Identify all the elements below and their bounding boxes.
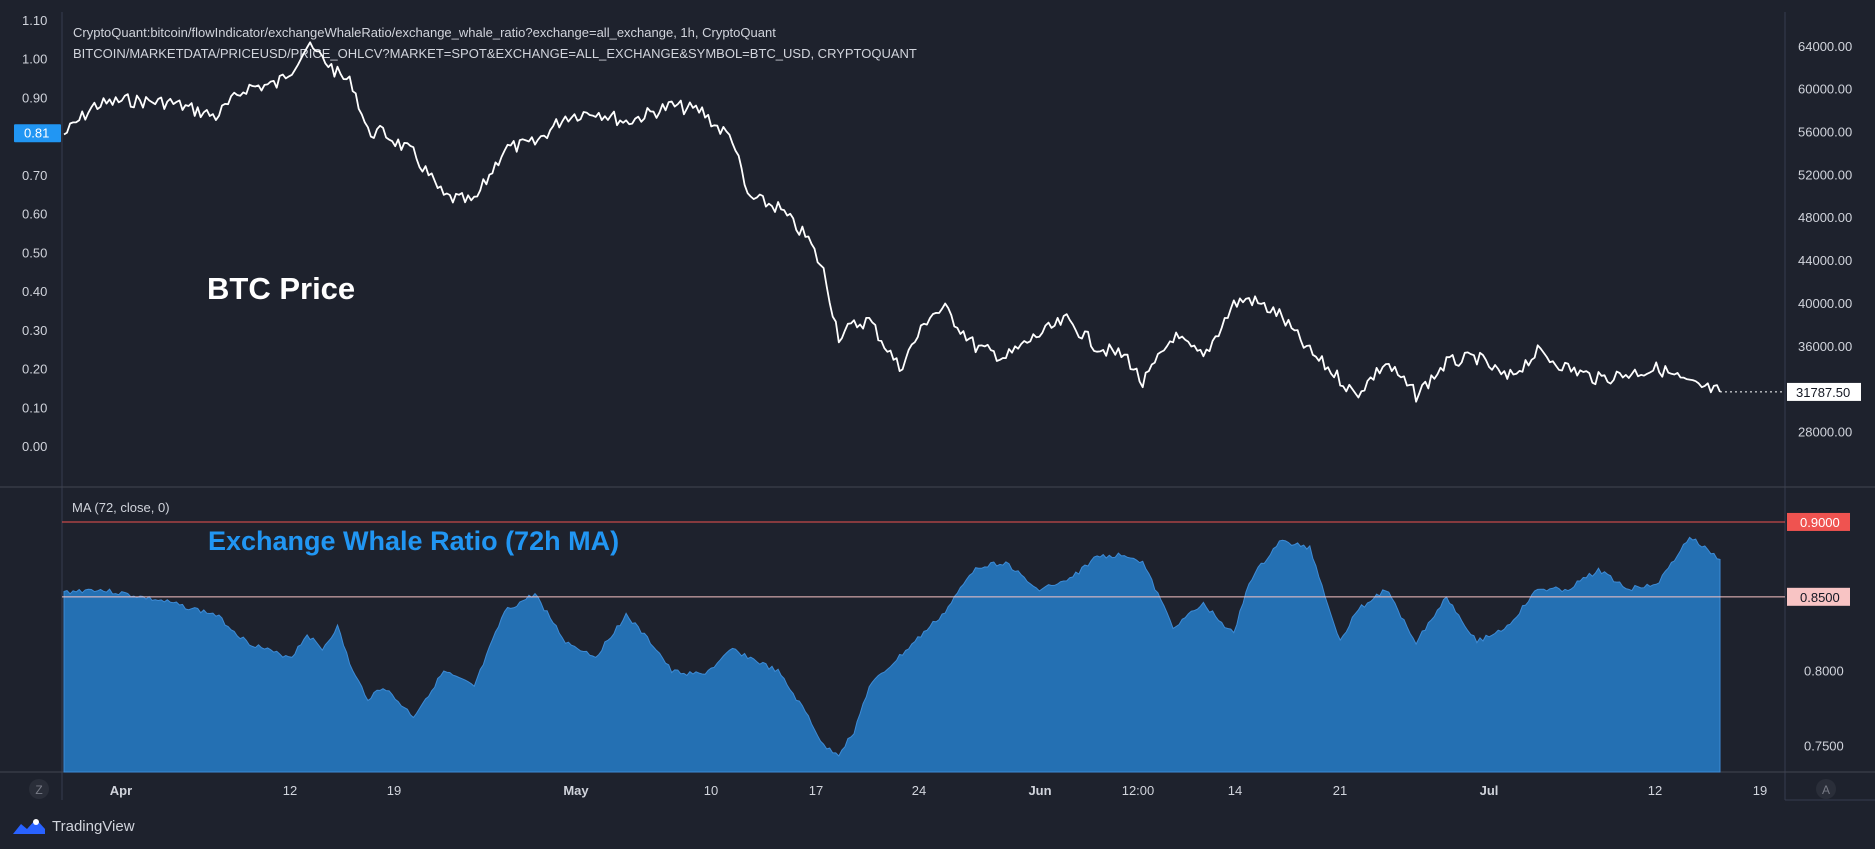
left-axis-tick: 0.20 [22, 362, 47, 377]
price-axis-tick: 28000.00 [1798, 425, 1852, 440]
reference-badge [1787, 587, 1850, 606]
btc-price-panel: 31787.50 [63, 41, 1861, 403]
price-axis-tick: 40000.00 [1798, 296, 1852, 311]
left-axis-tick: 1.00 [22, 52, 47, 67]
price-axis-tick: 44000.00 [1798, 253, 1852, 268]
left-axis-tick: 0.10 [22, 400, 47, 415]
x-axis-tick: 10 [704, 783, 718, 798]
reference-lines: 0.9000 0.8500 [62, 512, 1850, 606]
left-axis: 1.101.000.900.800.700.600.500.400.300.20… [14, 13, 61, 454]
left-axis-tick: 0.60 [22, 207, 47, 222]
auto-scale-left-button[interactable]: Z [29, 779, 49, 799]
reference-value: 0.9000 [1800, 515, 1840, 530]
price-axis-tick: 48000.00 [1798, 210, 1852, 225]
left-axis-tick: 1.10 [22, 13, 47, 28]
indicator-label: MA (72, close, 0) [72, 500, 170, 515]
x-axis-tick: 12 [283, 783, 297, 798]
x-axis-tick: 12 [1648, 783, 1662, 798]
x-axis-tick: 21 [1333, 783, 1347, 798]
x-axis-tick: 12:00 [1122, 783, 1155, 798]
left-axis-tick: 0.90 [22, 90, 47, 105]
price-axis-tick: 36000.00 [1798, 339, 1852, 354]
x-axis-tick: 17 [809, 783, 823, 798]
x-axis-tick: Apr [110, 783, 132, 798]
x-axis-tick: 19 [387, 783, 401, 798]
auto-scale-right-button[interactable]: A [1816, 779, 1836, 799]
price-last-value: 31787.50 [1796, 385, 1850, 400]
whale-ratio-area [63, 536, 1721, 773]
reference-badge [1787, 512, 1850, 531]
btc-price-line [63, 41, 1721, 403]
price-axis-tick: 64000.00 [1798, 39, 1852, 54]
x-axis: Apr 12 19 May 10 17 24 Jun 12:00 14 21 Jul 12 19 [110, 783, 1767, 798]
left-axis-current-badge [14, 124, 61, 143]
tradingview-wordmark: TradingView [52, 817, 135, 835]
left-axis-tick: 0.30 [22, 323, 47, 338]
header-line-2: BITCOIN/MARKETDATA/PRICEUSD/PRICE_OHLCV?… [73, 46, 917, 61]
left-axis-tick: 0.00 [22, 439, 47, 454]
auto-scale-left-label: Z [35, 783, 42, 797]
x-axis-tick: 14 [1228, 783, 1242, 798]
btc-price-label: BTC Price [207, 271, 355, 306]
left-axis-current-value: 0.81 [24, 125, 49, 140]
price-last-badge [1787, 382, 1861, 401]
x-axis-tick: 19 [1753, 783, 1767, 798]
auto-scale-right-label: A [1822, 783, 1830, 797]
x-axis-tick: Jun [1028, 783, 1051, 798]
whale-axis-tick: 0.8000 [1804, 664, 1844, 679]
reference-value: 0.8500 [1800, 590, 1840, 605]
header-line-1: CryptoQuant:bitcoin/flowIndicator/exchan… [73, 25, 776, 40]
x-axis-tick: May [563, 783, 589, 798]
price-axis-tick: 52000.00 [1798, 167, 1852, 182]
whale-axis-tick: 0.7500 [1804, 739, 1844, 754]
x-axis-tick: Jul [1480, 783, 1499, 798]
left-axis-tick: 0.50 [22, 245, 47, 260]
x-axis-tick: 24 [912, 783, 926, 798]
left-axis-tick: 0.40 [22, 284, 47, 299]
whale-ratio-label: Exchange Whale Ratio (72h MA) [208, 526, 619, 556]
whale-ratio-panel: 0.8000 0.7500 [63, 536, 1844, 773]
tradingview-icon [13, 819, 45, 834]
price-axis-tick: 60000.00 [1798, 82, 1852, 97]
tradingview-logo[interactable]: TradingView [12, 816, 135, 836]
price-right-axis: 64000.00 60000.00 56000.00 52000.00 48000.00… [1798, 39, 1852, 440]
price-axis-tick: 56000.00 [1798, 125, 1852, 140]
left-axis-tick: 0.70 [22, 168, 47, 183]
